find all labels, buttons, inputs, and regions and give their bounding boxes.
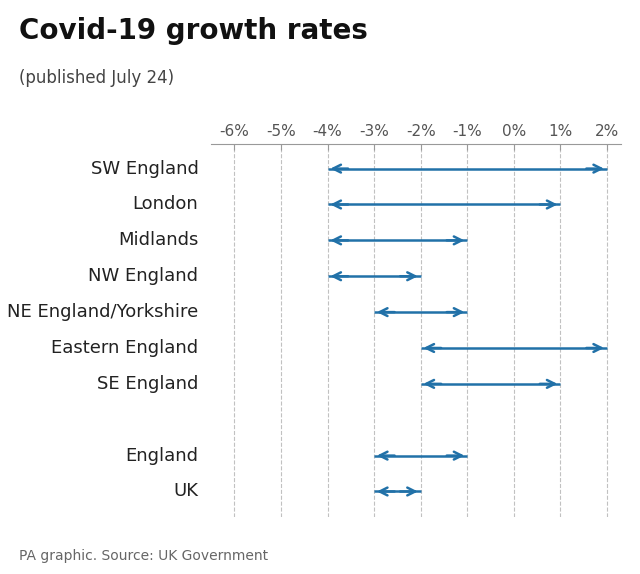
Text: Covid-19 growth rates: Covid-19 growth rates xyxy=(19,17,368,45)
Text: Midlands: Midlands xyxy=(118,231,198,249)
Text: London: London xyxy=(132,196,198,214)
Text: Eastern England: Eastern England xyxy=(51,339,198,357)
Text: SW England: SW England xyxy=(90,160,198,177)
Text: PA graphic. Source: UK Government: PA graphic. Source: UK Government xyxy=(19,549,268,563)
Text: SE England: SE England xyxy=(97,375,198,393)
Text: UK: UK xyxy=(173,483,198,501)
Text: (published July 24): (published July 24) xyxy=(19,69,174,87)
Text: NW England: NW England xyxy=(88,267,198,285)
Text: NE England/Yorkshire: NE England/Yorkshire xyxy=(7,303,198,321)
Text: England: England xyxy=(125,447,198,464)
